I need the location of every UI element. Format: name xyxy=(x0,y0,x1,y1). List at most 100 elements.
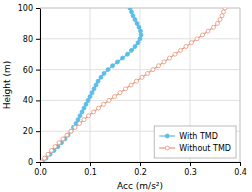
point xyxy=(139,33,143,37)
point xyxy=(102,71,106,75)
point xyxy=(65,133,69,137)
x-axis: 0.0 0.1 0.2 0.3 0.4 xyxy=(34,162,247,177)
tick: 0 xyxy=(28,158,40,167)
point xyxy=(151,68,155,72)
legend: With TMDWithout TMD xyxy=(154,126,236,158)
point xyxy=(220,14,224,18)
point xyxy=(218,18,222,22)
point xyxy=(78,122,82,126)
tick-label: 0.3 xyxy=(184,168,197,177)
point xyxy=(82,106,86,110)
point xyxy=(78,114,82,118)
x-axis-title: Acc (m/s²) xyxy=(117,181,163,191)
plot: 0.0 0.1 0.2 0.3 0.4 0 20 40 60 80 100 With TMDWitho… xyxy=(18,4,247,177)
tick: 0.1 xyxy=(84,162,97,177)
tick: 0.4 xyxy=(234,162,247,177)
point xyxy=(135,79,139,83)
point xyxy=(129,83,133,87)
point xyxy=(87,114,91,118)
tick: 20 xyxy=(23,127,40,136)
point xyxy=(168,56,172,60)
series xyxy=(41,8,144,162)
point xyxy=(40,160,44,162)
grid xyxy=(40,8,240,162)
point xyxy=(82,118,86,122)
point xyxy=(50,148,54,152)
tick: 60 xyxy=(23,66,40,75)
point xyxy=(223,8,227,10)
point xyxy=(43,156,47,160)
point xyxy=(53,145,57,149)
point xyxy=(130,10,134,14)
legend-marker xyxy=(165,146,169,150)
tick: 0.0 xyxy=(34,162,47,177)
line xyxy=(43,8,142,162)
point xyxy=(106,68,110,72)
grid-line-y xyxy=(40,69,240,70)
point xyxy=(195,37,199,41)
point xyxy=(184,45,188,49)
point xyxy=(99,75,103,79)
tick-mark xyxy=(190,162,191,166)
tick-label: 0.4 xyxy=(234,168,247,177)
point xyxy=(206,29,210,33)
point xyxy=(107,98,111,102)
point xyxy=(96,79,100,83)
tick-label: 80 xyxy=(23,35,33,44)
point xyxy=(66,133,70,137)
point xyxy=(73,125,77,129)
tick-label: 60 xyxy=(23,66,33,75)
tick-label: 100 xyxy=(18,4,33,13)
point xyxy=(133,18,137,22)
point xyxy=(173,52,177,56)
point xyxy=(118,91,122,95)
tick-mark xyxy=(36,162,40,163)
point xyxy=(90,91,94,95)
point xyxy=(130,48,134,52)
frame-top xyxy=(40,8,240,9)
legend-label: Without TMD xyxy=(179,144,231,153)
point xyxy=(137,25,141,29)
axis-line xyxy=(41,163,241,167)
marks xyxy=(40,8,227,162)
grid-line-x xyxy=(90,8,91,162)
point xyxy=(76,118,80,122)
tick-mark xyxy=(36,8,40,9)
series xyxy=(40,8,227,162)
point xyxy=(140,75,144,79)
tick-mark xyxy=(36,131,40,132)
point xyxy=(80,110,84,114)
chart: 0.0 0.1 0.2 0.3 0.4 0 20 40 60 80 100 With TMDWitho… xyxy=(0,0,252,192)
point xyxy=(111,64,115,68)
point xyxy=(102,102,106,106)
legend-marker xyxy=(165,134,169,138)
point xyxy=(94,83,98,87)
point xyxy=(61,137,65,141)
tick-label: 0 xyxy=(28,158,33,167)
axis-line xyxy=(36,9,41,163)
point xyxy=(222,10,226,14)
point xyxy=(92,87,96,91)
point xyxy=(216,21,220,25)
legend-frame xyxy=(154,126,236,158)
point xyxy=(133,45,137,49)
tick: 0.2 xyxy=(134,162,147,177)
point xyxy=(146,71,150,75)
point xyxy=(69,129,73,133)
point xyxy=(46,152,50,156)
point xyxy=(57,141,61,145)
tick-mark xyxy=(36,39,40,40)
tick-mark xyxy=(36,100,40,101)
tick-label: 0.2 xyxy=(134,168,147,177)
grid-line-x xyxy=(240,8,241,162)
point xyxy=(138,37,142,41)
tick: 40 xyxy=(23,96,40,105)
point xyxy=(88,95,92,99)
grid-line-y xyxy=(40,8,240,9)
point xyxy=(128,8,132,10)
point xyxy=(97,106,101,110)
tick-label: 0.0 xyxy=(34,168,47,177)
y-axis-title: Height (m) xyxy=(2,61,12,109)
point xyxy=(212,25,216,29)
tick-label: 20 xyxy=(23,127,33,136)
